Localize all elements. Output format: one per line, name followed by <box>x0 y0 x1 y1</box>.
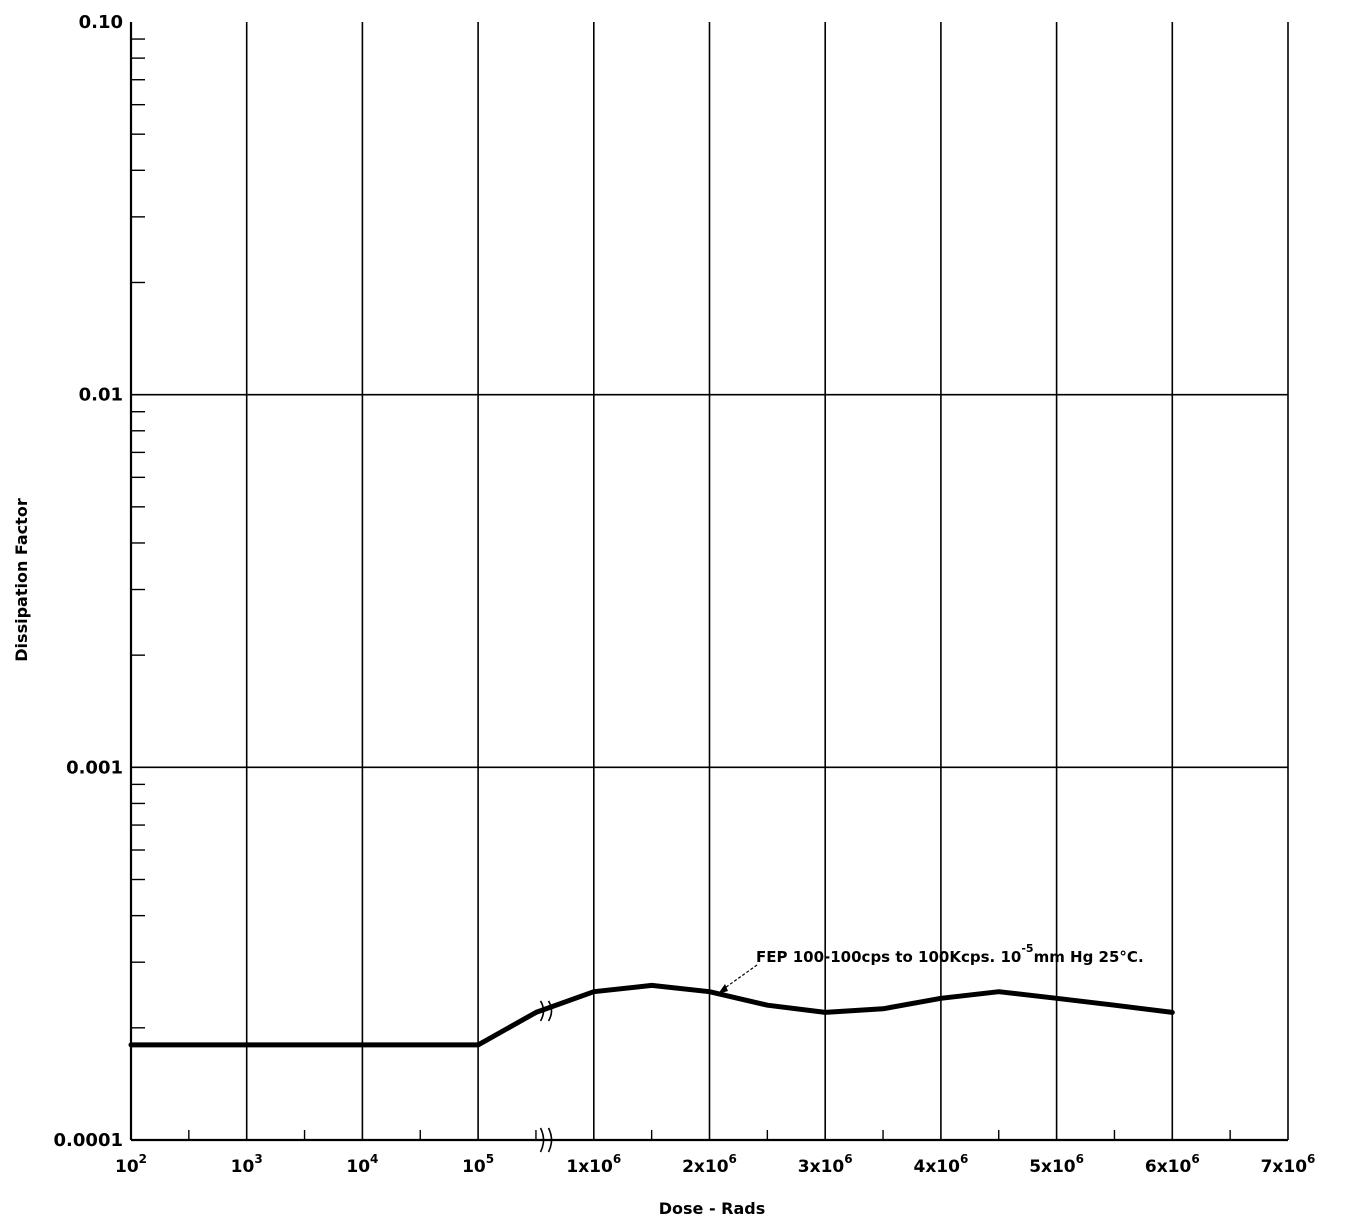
data-point <box>128 1042 134 1048</box>
x-tick-label: 2x106 <box>682 1152 737 1177</box>
x-tick-label: 105 <box>462 1152 494 1177</box>
x-tick-label: 6x106 <box>1145 1152 1200 1177</box>
curve-break-mark <box>547 1000 553 1022</box>
data-point <box>533 1010 539 1015</box>
data-point <box>1054 996 1059 1001</box>
y-tick-labels: 0.10 0.01 0.001 0.0001 <box>54 12 123 1151</box>
data-point <box>765 1002 770 1008</box>
y-tick-label: 0.01 <box>79 385 123 406</box>
annotation-arrow-head <box>718 984 728 994</box>
axis-break-marks <box>539 1000 553 1153</box>
y-tick-label: 0.0001 <box>54 1130 123 1151</box>
data-point <box>707 989 712 994</box>
data-point <box>938 996 944 1001</box>
x-axis-break-mark <box>539 1127 545 1153</box>
data-point <box>823 1010 828 1015</box>
data-point <box>360 1042 365 1048</box>
minor-ticks <box>131 38 1231 1140</box>
x-axis-break-mark <box>547 1127 553 1153</box>
grid <box>131 22 1289 1140</box>
x-tick-label: 5x106 <box>1029 1152 1084 1177</box>
series-annotation: FEP 100-100cps to 100Kcps. 10-5mm Hg 25°… <box>718 942 1144 994</box>
annotation-leader-line <box>721 964 758 991</box>
x-axis-title: Dose - Rads <box>659 1199 766 1218</box>
series-line <box>128 982 1175 1048</box>
data-point <box>1170 1010 1175 1015</box>
x-tick-label: 3x106 <box>798 1152 853 1177</box>
data-point <box>649 983 654 988</box>
x-tick-labels: 102 103 104 105 1x106 2x106 3x106 4x106 5x106 6x1… <box>115 1152 1315 1177</box>
series-layer <box>128 982 1175 1048</box>
y-tick-label: 0.001 <box>66 757 123 778</box>
data-point <box>1112 1002 1117 1008</box>
annotation-text: FEP 100-100cps to 100Kcps. 10-5mm Hg 25°… <box>756 942 1144 966</box>
y-tick-label: 0.10 <box>79 12 123 33</box>
x-tick-label: 104 <box>346 1152 378 1177</box>
data-point <box>880 1006 886 1011</box>
axes <box>129 22 1288 1142</box>
x-tick-label: 103 <box>231 1152 263 1177</box>
data-point <box>244 1042 249 1048</box>
y-axis-title: Dissipation Factor <box>12 498 31 662</box>
x-tick-label: 4x106 <box>913 1152 968 1177</box>
data-point <box>996 989 1001 994</box>
x-tick-label: 102 <box>115 1152 147 1177</box>
data-point <box>475 1042 481 1048</box>
x-tick-label: 7x106 <box>1261 1152 1316 1177</box>
x-tick-label: 1x106 <box>566 1152 621 1177</box>
data-point <box>591 989 596 994</box>
